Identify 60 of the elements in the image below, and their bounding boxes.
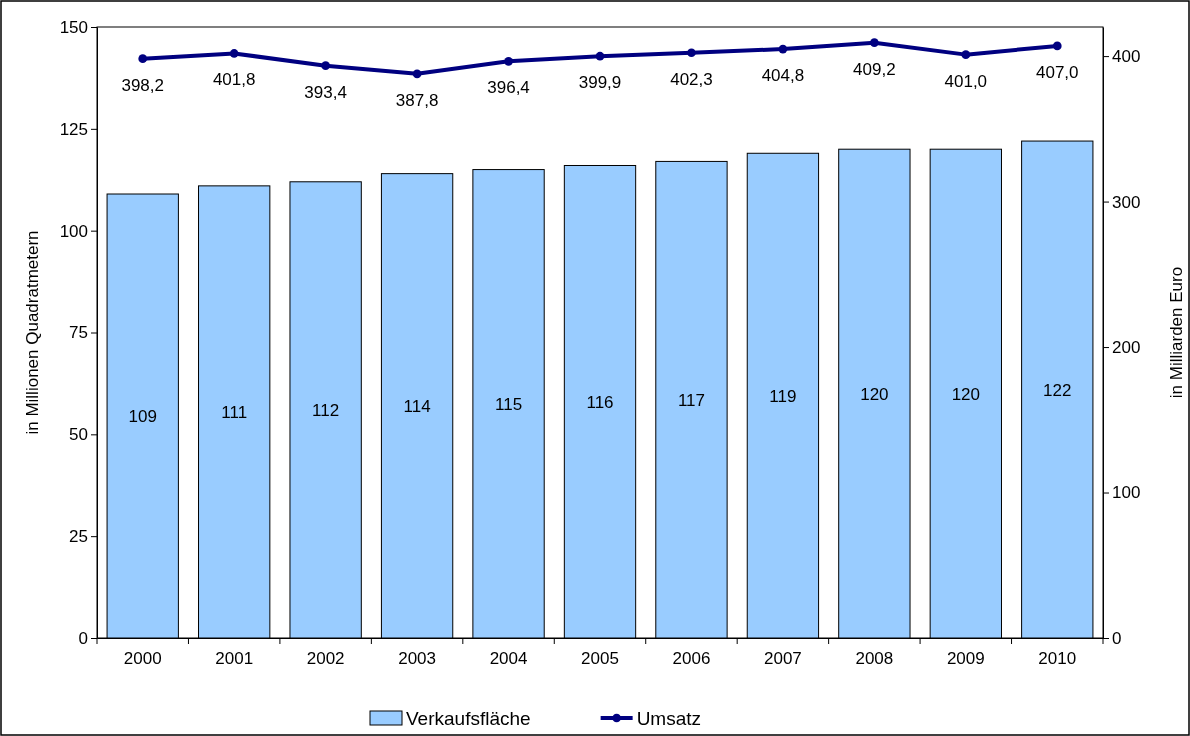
y2-tick-label: 300 xyxy=(1112,192,1141,212)
point xyxy=(229,49,239,58)
legend-label: Verkaufsfläche xyxy=(406,708,531,729)
point xyxy=(869,38,879,48)
y2-tick-label: 200 xyxy=(1112,337,1141,357)
data-label: 396,4 xyxy=(487,78,530,98)
y2-tick-label: 0 xyxy=(1112,628,1122,648)
data-label: 407,0 xyxy=(1036,62,1079,82)
y2-axis-title: in Milliarden Euro xyxy=(1167,266,1186,399)
x-tick-label: 2003 xyxy=(398,649,436,669)
x-tick-label: 2009 xyxy=(946,649,985,669)
data-label: 401,0 xyxy=(944,71,988,91)
x-tick-label: 2005 xyxy=(581,649,619,669)
x-tick-label: 2000 xyxy=(123,649,162,669)
data-label: 109 xyxy=(128,407,157,426)
x-tick-label: 2008 xyxy=(855,649,894,669)
point xyxy=(778,44,788,54)
point xyxy=(138,54,148,64)
data-label: 116 xyxy=(586,392,614,412)
data-label: 119 xyxy=(769,386,797,406)
data-label: 401,8 xyxy=(212,70,256,90)
data-label: 122 xyxy=(1043,380,1072,400)
y-tick-label: 0 xyxy=(78,628,88,648)
point xyxy=(412,69,422,79)
y-tick-label: 125 xyxy=(59,119,88,139)
data-label: 404,8 xyxy=(761,66,805,86)
data-label: 399,9 xyxy=(578,73,622,93)
data-label: 112 xyxy=(312,400,340,420)
y2-tick-label: 100 xyxy=(1112,483,1141,503)
y-tick-label: 75 xyxy=(69,323,88,343)
x-tick-label: 2007 xyxy=(764,649,802,669)
x-tick-label: 2006 xyxy=(672,649,711,669)
y2-tick-label: 400 xyxy=(1112,47,1141,67)
point xyxy=(1052,41,1062,51)
data-label: 398,2 xyxy=(121,75,164,95)
point xyxy=(687,48,696,58)
data-label: 120 xyxy=(860,384,889,404)
point xyxy=(321,61,331,71)
data-label: 409,2 xyxy=(853,59,896,79)
data-label: 114 xyxy=(403,396,431,416)
point xyxy=(961,50,971,59)
y-tick-label: 100 xyxy=(59,221,88,241)
data-label: 387,8 xyxy=(395,90,439,110)
data-label: 111 xyxy=(221,402,248,422)
legend-label: Umsatz xyxy=(636,708,702,729)
data-label: 402,3 xyxy=(670,69,713,89)
x-tick-label: 2002 xyxy=(306,649,345,669)
data-label: 117 xyxy=(677,390,706,410)
y-tick-label: 150 xyxy=(59,17,88,37)
x-tick-label: 2010 xyxy=(1038,649,1077,669)
point xyxy=(504,56,513,66)
y-tick-label: 25 xyxy=(69,527,88,547)
data-label: 120 xyxy=(951,384,981,404)
y-tick-label: 50 xyxy=(69,425,88,445)
x-tick-label: 2001 xyxy=(215,649,254,669)
data-label: 393,4 xyxy=(304,82,347,102)
x-tick-label: 2004 xyxy=(489,649,528,669)
y-axis-title: in Millionen Quadratmetern xyxy=(23,230,42,435)
point xyxy=(595,51,605,61)
data-label: 115 xyxy=(494,394,523,414)
